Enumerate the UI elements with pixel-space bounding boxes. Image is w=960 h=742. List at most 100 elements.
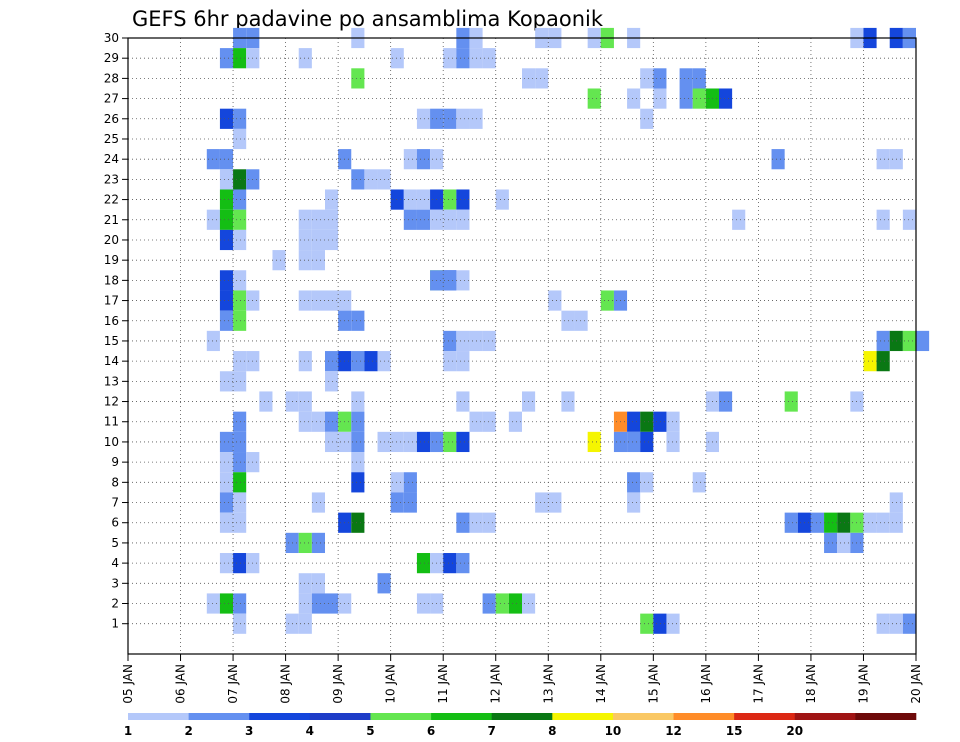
colorbar-swatch — [794, 713, 856, 720]
heatmap-cell — [653, 411, 667, 432]
heatmap-cell — [443, 553, 457, 574]
heatmap-cell — [298, 411, 312, 432]
colorbar-swatch — [128, 713, 189, 720]
y-tick-label: 26 — [104, 112, 119, 126]
heatmap-cell — [219, 431, 234, 453]
heatmap-cell — [311, 593, 325, 614]
heatmap-cell — [876, 209, 890, 230]
x-tick-label: 07 JAN — [226, 664, 240, 704]
y-tick-label: 6 — [111, 516, 119, 530]
heatmap-cell — [219, 108, 234, 129]
y-tick-label: 2 — [111, 597, 119, 611]
heatmap-cell — [416, 189, 431, 210]
heatmap-cell — [561, 391, 575, 412]
heatmap-cell — [640, 431, 654, 453]
colorbar-swatch — [734, 713, 796, 720]
y-tick-label: 30 — [104, 31, 119, 45]
heatmap-cell — [403, 149, 417, 170]
heatmap-cell — [627, 431, 641, 453]
heatmap-cell — [416, 209, 431, 230]
heatmap-cell — [640, 613, 654, 634]
heatmap-cell — [863, 512, 877, 533]
heatmap-cell — [443, 209, 457, 230]
heatmap-cell — [219, 492, 234, 513]
heatmap-cell — [916, 330, 930, 352]
heatmap-cell — [233, 431, 247, 453]
heatmap-cell — [535, 492, 549, 513]
heatmap-cell — [219, 48, 234, 69]
heatmap-cell — [548, 290, 562, 311]
y-tick-label: 11 — [104, 415, 119, 429]
heatmap-cell — [482, 411, 496, 432]
heatmap-cell — [233, 613, 247, 634]
heatmap-cell — [692, 68, 706, 89]
heatmap-cell — [719, 88, 733, 109]
y-tick-label: 23 — [104, 172, 119, 186]
heatmap-cell — [298, 532, 312, 554]
chart-title: GEFS 6hr padavine po ansamblima Kopaonik — [132, 7, 604, 31]
heatmap-cell — [863, 351, 877, 372]
heatmap-cell — [456, 431, 470, 453]
heatmap-cell — [351, 431, 365, 453]
heatmap-cell — [233, 452, 247, 473]
colorbar-label: 2 — [184, 724, 192, 738]
colorbar-label: 1 — [124, 724, 132, 738]
heatmap-cell — [902, 209, 916, 230]
heatmap-cell — [298, 209, 312, 230]
heatmap-cell — [325, 351, 339, 372]
heatmap-cell — [219, 229, 234, 251]
heatmap-cell — [443, 189, 457, 210]
heatmap-cell — [640, 472, 654, 493]
heatmap-cell — [311, 250, 325, 271]
heatmap-cell — [456, 391, 470, 412]
heatmap-cell — [233, 310, 247, 331]
heatmap-cell — [508, 411, 522, 432]
heatmap-cell — [325, 189, 339, 210]
heatmap-cell — [653, 68, 667, 89]
heatmap-cell — [325, 209, 339, 230]
heatmap-cell — [311, 573, 325, 594]
heatmap-cell — [390, 472, 404, 493]
heatmap-cell — [561, 310, 575, 331]
y-tick-label: 17 — [104, 294, 119, 308]
heatmap-cell — [219, 553, 234, 574]
heatmap-cell — [219, 189, 234, 210]
heatmap-cell — [824, 532, 838, 554]
heatmap-cell — [219, 270, 234, 291]
x-tick-label: 05 JAN — [121, 664, 135, 704]
heatmap-cell — [640, 108, 654, 129]
heatmap-cell — [456, 351, 470, 372]
heatmap-cell — [390, 48, 404, 69]
heatmap-cell — [298, 613, 312, 634]
heatmap-cell — [653, 613, 667, 634]
heatmap-cell — [233, 128, 247, 150]
heatmap-cell — [298, 229, 312, 251]
heatmap-cell — [311, 492, 325, 513]
x-tick-label: 10 JAN — [384, 664, 398, 704]
heatmap-cell — [233, 492, 247, 513]
x-tick-label: 15 JAN — [646, 664, 660, 704]
heatmap-cell — [627, 411, 641, 432]
y-tick-label: 1 — [111, 617, 119, 631]
heatmap-cell — [390, 431, 404, 453]
heatmap-cell — [535, 68, 549, 89]
heatmap-cell — [351, 169, 365, 190]
x-tick-label: 12 JAN — [489, 664, 503, 704]
colorbar-swatch — [491, 713, 553, 720]
colorbar-swatch — [612, 713, 674, 720]
heatmap-cell — [719, 391, 733, 412]
heatmap-cell — [233, 553, 247, 574]
heatmap-cell — [666, 431, 680, 453]
heatmap-cell — [351, 411, 365, 432]
heatmap-cell — [390, 189, 404, 210]
heatmap-cell — [902, 613, 916, 634]
heatmap-cell — [219, 149, 234, 170]
heatmap-cell — [351, 391, 365, 412]
heatmap-cell — [325, 229, 339, 251]
y-tick-label: 15 — [104, 334, 119, 348]
y-tick-label: 8 — [111, 475, 119, 489]
heatmap-cell — [482, 593, 496, 614]
colorbar-label: 8 — [548, 724, 556, 738]
plot-frame — [127, 37, 917, 655]
x-tick-label: 11 JAN — [436, 664, 450, 704]
